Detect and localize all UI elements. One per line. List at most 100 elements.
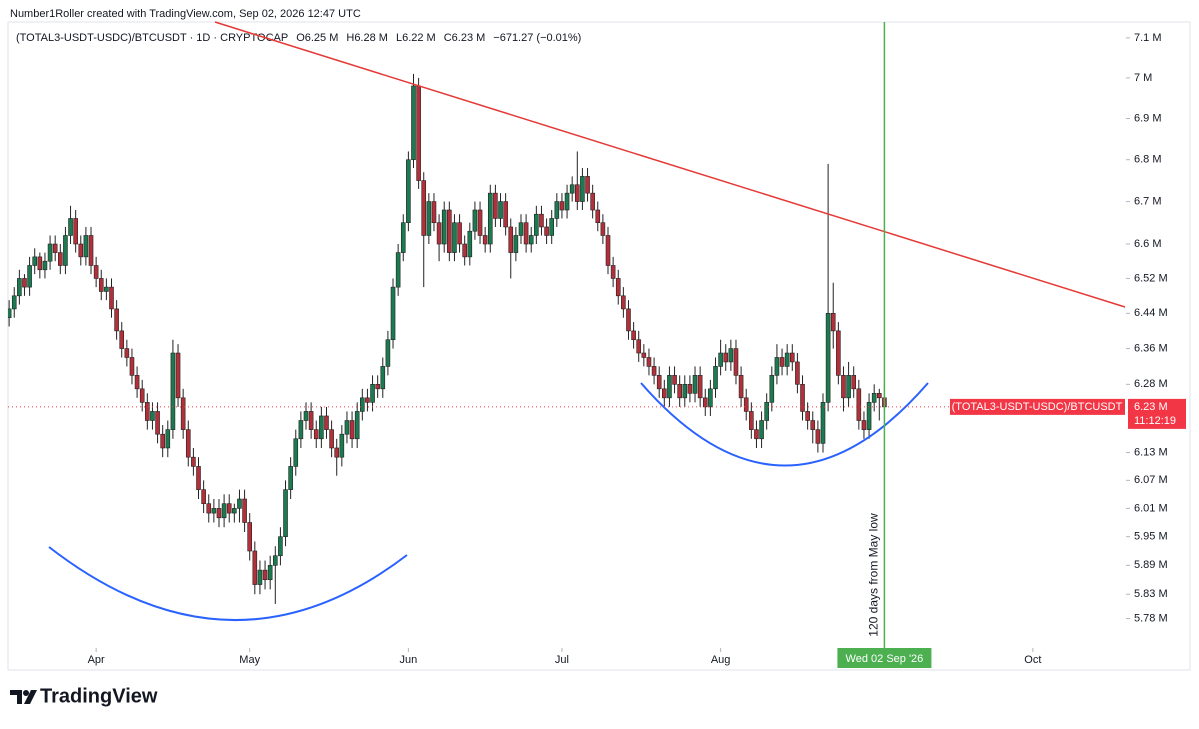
legend-value: L6.22 M [396, 32, 436, 44]
candle-body [78, 243, 84, 258]
series-label: (TOTAL3-USDT-USDC)/BTCUSDT [952, 401, 1123, 413]
candle-body [513, 235, 519, 253]
candle-body [104, 286, 109, 292]
crosshair-label: Wed 02 Sep '26 [846, 653, 924, 665]
candle-body [201, 489, 206, 504]
candle-body [569, 184, 575, 194]
candle-body [185, 429, 191, 458]
price-label: 6.23 M [1134, 401, 1168, 413]
logo-text: TradingView [40, 685, 158, 707]
candle-body [11, 295, 17, 310]
candle-body [559, 201, 565, 211]
candle-body [856, 388, 862, 421]
candle-body [549, 218, 555, 236]
candle-body [789, 352, 795, 363]
candle-body [697, 375, 703, 399]
candle-body [380, 366, 386, 390]
x-tick-label: Jun [400, 654, 418, 666]
x-tick-label: Oct [1024, 654, 1041, 666]
crosshair-label-box [837, 648, 932, 668]
candle-body [206, 503, 212, 514]
candle-body [313, 429, 319, 440]
candle-body [237, 498, 242, 509]
candle-body [354, 411, 360, 440]
candle-body [98, 278, 104, 292]
candle-body [298, 420, 304, 440]
candle-body [841, 375, 846, 399]
candle-body [88, 235, 94, 266]
candle-body [73, 218, 78, 245]
candle-body [877, 393, 882, 399]
candle-body [539, 213, 544, 228]
candle-body [713, 366, 718, 390]
candle-body [447, 209, 452, 253]
candle-body [339, 433, 345, 458]
candle-body [139, 388, 145, 403]
candle-body [216, 508, 222, 519]
candle-body [211, 508, 217, 514]
legend: (TOTAL3-USDT-USDC)/BTCUSDT · 1D · CRYPTO… [16, 32, 581, 44]
price-label-box [1128, 398, 1186, 429]
candle-body [257, 569, 263, 585]
candle-body [370, 384, 375, 403]
candle-body [267, 565, 273, 581]
y-tick-label: 6.8 M [1134, 154, 1162, 166]
x-tick-label: Apr [88, 654, 105, 666]
candle-body [866, 402, 872, 430]
candle-body [493, 192, 498, 219]
candle-body [221, 503, 227, 519]
candle-body [416, 85, 421, 181]
candle-body [349, 420, 355, 440]
trend-line [214, 21, 1126, 308]
candle-body [119, 330, 125, 349]
candle-body [692, 375, 698, 394]
candle-body [749, 411, 754, 430]
candle-body [861, 420, 867, 430]
candle-body [160, 433, 165, 449]
y-tick-label: 6.28 M [1134, 378, 1168, 390]
y-tick-label: 7.1 M [1134, 32, 1162, 44]
candle-body [871, 393, 877, 403]
candle-body [472, 209, 478, 232]
candle-body [482, 235, 488, 245]
candle-body [180, 397, 186, 430]
candle-body [534, 213, 539, 236]
candle-body [22, 278, 27, 288]
candle-body [155, 411, 160, 435]
y-tick-label: 6.07 M [1134, 474, 1168, 486]
y-tick-label: 7 M [1134, 72, 1152, 84]
candle-body [810, 420, 816, 430]
y-tick-label: 5.95 M [1134, 531, 1168, 543]
y-tick-label: 6.01 M [1134, 502, 1168, 514]
candle-body [365, 397, 370, 403]
candle-body [145, 402, 150, 421]
candle-body [718, 352, 723, 367]
candle-body [58, 252, 63, 266]
candle-body [272, 555, 278, 566]
candle-body [498, 201, 503, 219]
candle-body [830, 312, 836, 332]
candle-body [42, 260, 48, 271]
candle-body [779, 357, 785, 367]
candle-body [170, 352, 176, 430]
x-tick-label: Aug [711, 654, 731, 666]
legend-value: −671.27 (−0.01%) [493, 32, 581, 44]
y-tick-label: 5.83 M [1134, 588, 1168, 600]
candle-body [836, 330, 841, 376]
candle-body [723, 352, 729, 363]
candle-body [636, 339, 642, 354]
candle-body [129, 357, 135, 376]
y-tick-label: 5.89 M [1134, 559, 1168, 571]
chart-title: (TOTAL3-USDT-USDC)/BTCUSDT · 1D · CRYPTO… [16, 32, 288, 44]
candle-body [421, 180, 427, 236]
candle-body [580, 176, 585, 202]
candle-body [738, 375, 744, 399]
candle-body [800, 384, 805, 412]
candle-body [400, 222, 406, 253]
candle-body [585, 176, 590, 194]
candle-body [288, 466, 293, 490]
candle-body [247, 522, 252, 552]
candle-body [600, 222, 606, 236]
legend-value: C6.23 M [444, 32, 486, 44]
